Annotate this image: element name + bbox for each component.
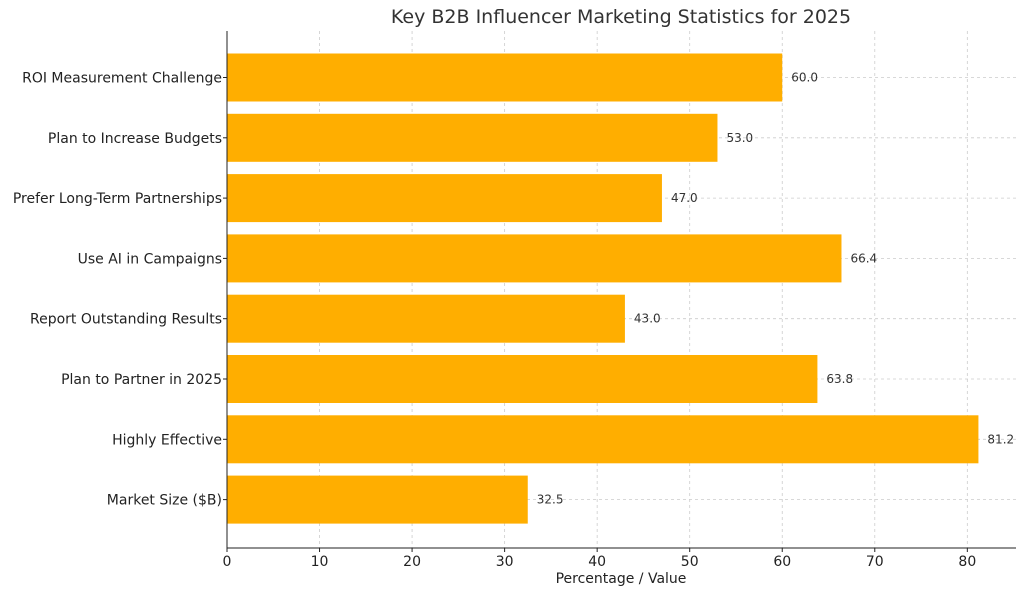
value-label: 32.5 bbox=[537, 493, 564, 507]
bar bbox=[227, 415, 979, 464]
category-label: Market Size ($B) bbox=[107, 493, 222, 509]
x-tick-label: 20 bbox=[403, 554, 421, 570]
bars bbox=[227, 53, 979, 524]
category-label: Plan to Increase Budgets bbox=[48, 131, 222, 147]
x-tick-label: 70 bbox=[866, 554, 884, 570]
category-label: Report Outstanding Results bbox=[30, 312, 222, 328]
value-label: 60.0 bbox=[791, 71, 818, 85]
bar bbox=[227, 355, 818, 403]
x-tick-label: 10 bbox=[311, 554, 329, 570]
chart-title: Key B2B Influencer Marketing Statistics … bbox=[391, 6, 851, 28]
value-label: 66.4 bbox=[850, 251, 877, 265]
bar bbox=[227, 113, 718, 162]
category-label: Prefer Long-Term Partnerships bbox=[13, 191, 222, 207]
value-label: 81.2 bbox=[987, 432, 1014, 446]
category-label: Highly Effective bbox=[112, 432, 222, 448]
bar bbox=[227, 53, 783, 102]
x-tick-label: 50 bbox=[681, 554, 699, 570]
x-axis-label: Percentage / Value bbox=[556, 571, 687, 587]
x-tick-label: 60 bbox=[773, 554, 791, 570]
x-tick-label: 40 bbox=[588, 554, 606, 570]
value-label: 43.0 bbox=[634, 312, 661, 326]
value-labels: 60.0 53.0 47.0 66.4 43.0 63.8 81.2 32.5 bbox=[537, 71, 1014, 507]
x-tick-label: 0 bbox=[223, 554, 232, 570]
x-tick-label: 30 bbox=[496, 554, 514, 570]
category-label: Use AI in Campaigns bbox=[78, 251, 222, 267]
grid-lines bbox=[226, 31, 1016, 548]
value-label: 53.0 bbox=[726, 131, 753, 145]
bar bbox=[227, 475, 528, 524]
x-axis-ticks: 0 10 20 30 40 50 60 70 80 bbox=[223, 548, 976, 570]
category-label: ROI Measurement Challenge bbox=[22, 71, 222, 87]
bar bbox=[227, 294, 625, 343]
x-tick-label: 80 bbox=[958, 554, 976, 570]
category-labels: ROI Measurement Challenge Plan to Increas… bbox=[13, 71, 227, 509]
bar bbox=[227, 234, 842, 283]
bar bbox=[227, 174, 662, 223]
category-label: Plan to Partner in 2025 bbox=[61, 372, 222, 388]
value-label: 47.0 bbox=[671, 191, 698, 205]
value-label: 63.8 bbox=[826, 372, 853, 386]
